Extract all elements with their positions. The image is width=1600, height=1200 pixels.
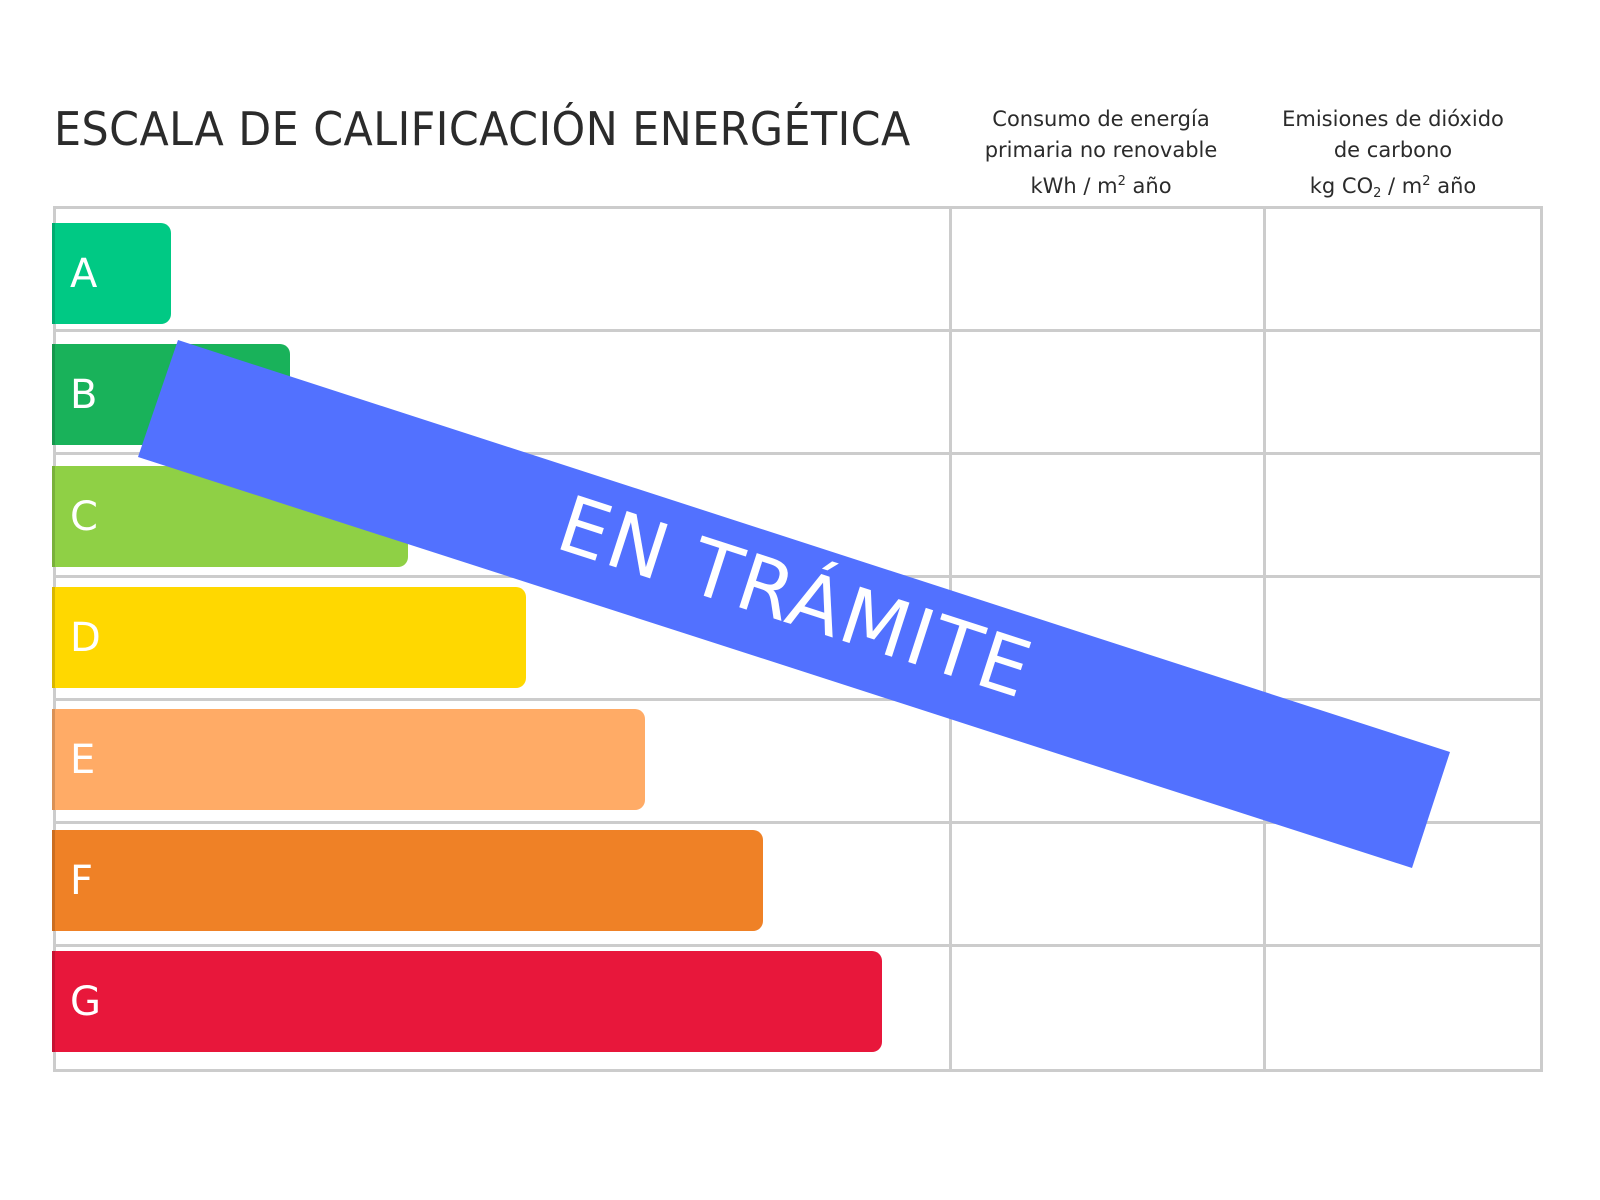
page-title: ESCALA DE CALIFICACIÓN ENERGÉTICA (54, 102, 911, 156)
header-consumo-line1: Consumo de energía (992, 107, 1210, 131)
row-divider (56, 698, 1540, 701)
unit-text: kWh / m (1030, 174, 1118, 198)
unit-sup: 2 (1117, 174, 1126, 189)
unit-sub: 2 (1373, 186, 1382, 201)
rating-bar-d: D (52, 587, 526, 688)
row-divider (56, 944, 1540, 947)
rating-letter: E (70, 736, 96, 783)
row-divider (56, 821, 1540, 824)
header-emisiones-line1: Emisiones de dióxido (1282, 107, 1504, 131)
unit-text: / m (1381, 174, 1423, 198)
header-consumo-unit: kWh / m2 año (955, 166, 1247, 202)
rating-letter: D (70, 614, 101, 661)
rating-letter: G (70, 978, 101, 1025)
unit-text: año (1430, 174, 1477, 198)
rating-letter: B (70, 371, 98, 418)
header-consumo: Consumo de energía primaria no renovable… (955, 104, 1247, 202)
unit-sup: 2 (1422, 174, 1431, 189)
unit-text: año (1125, 174, 1172, 198)
rating-letter: F (70, 857, 94, 904)
header-emisiones-line2: de carbono (1333, 138, 1453, 162)
rating-bar-g: G (52, 951, 882, 1052)
unit-text: kg CO (1309, 174, 1374, 198)
banner-background (138, 340, 1450, 868)
rating-bar-a: A (52, 223, 171, 324)
header-consumo-line2: primaria no renovable (984, 138, 1218, 162)
row-divider (56, 329, 1540, 332)
row-divider (56, 452, 1540, 455)
rating-bar-e: E (52, 709, 645, 810)
column-divider (1263, 209, 1266, 1069)
rating-letter: A (70, 250, 98, 297)
rating-letter: C (70, 493, 98, 540)
header-emisiones-unit: kg CO2 / m2 año (1250, 166, 1536, 209)
header-emisiones: Emisiones de dióxido de carbono kg CO2 /… (1250, 104, 1536, 209)
rating-bar-f: F (52, 830, 763, 931)
